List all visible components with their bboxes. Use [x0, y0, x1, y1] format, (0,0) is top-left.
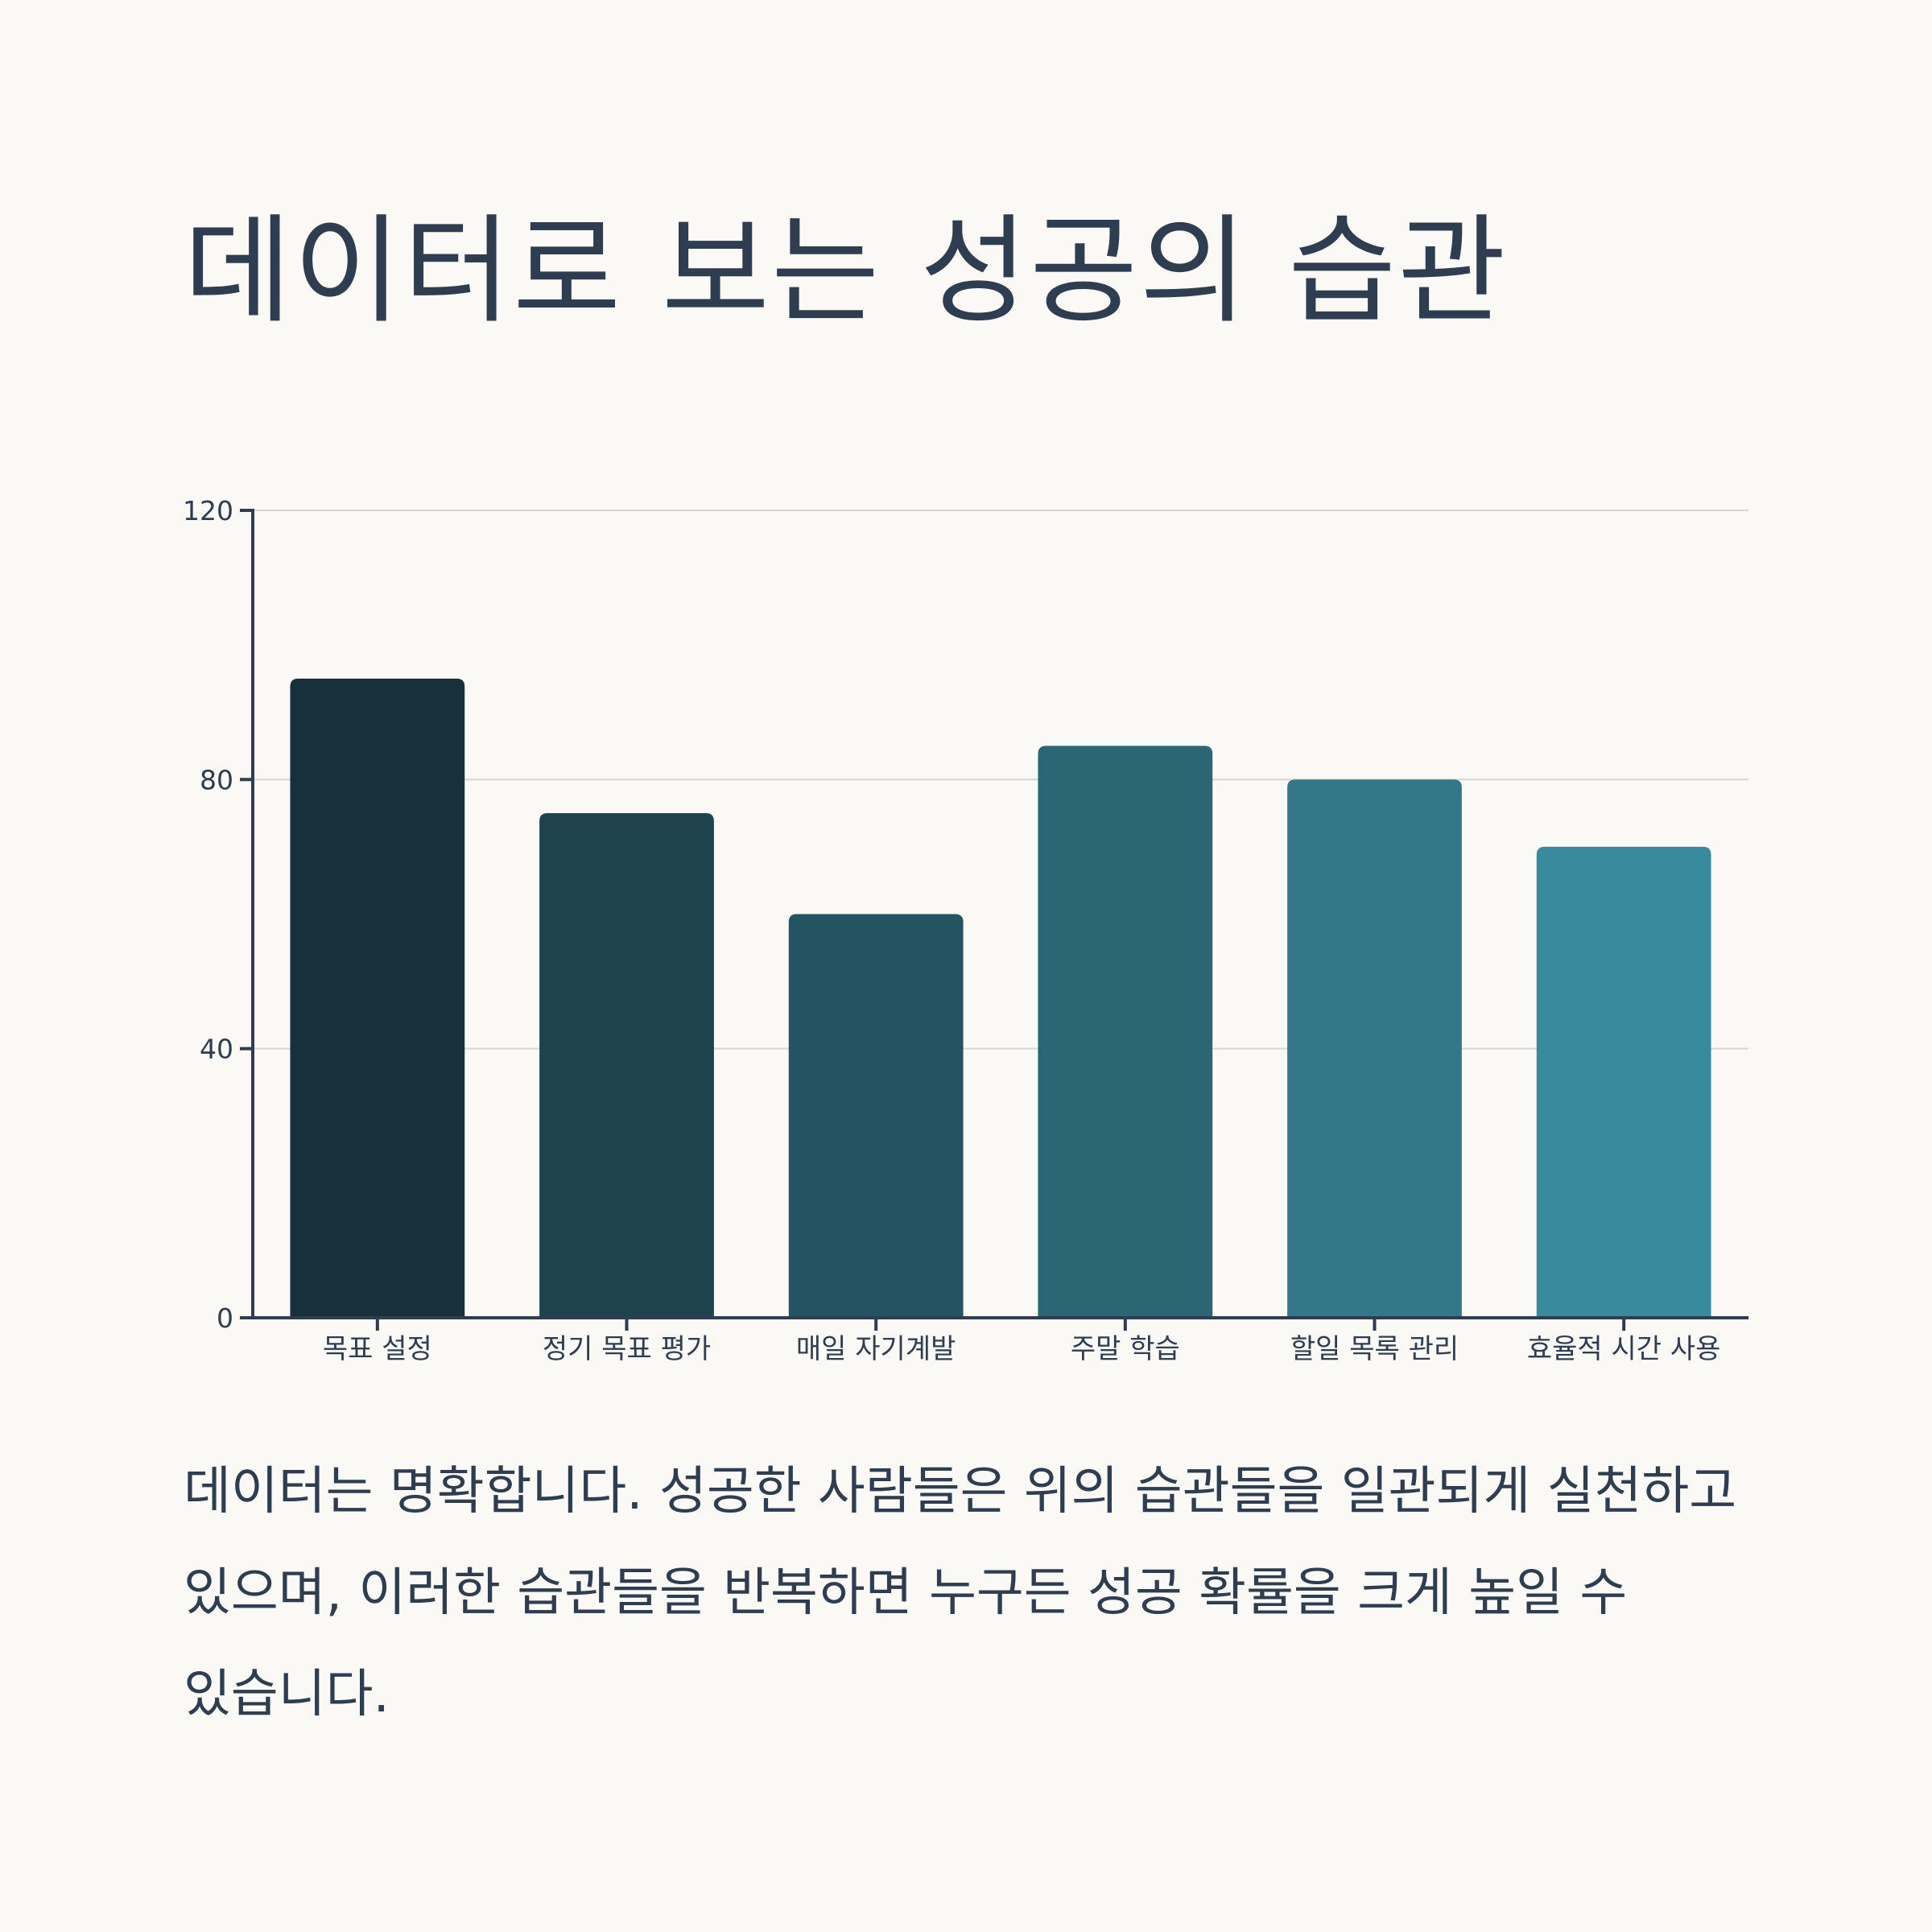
page-title: 데이터로 보는 성공의 습관 — [184, 203, 1508, 340]
bar-2 — [788, 914, 964, 1318]
bar-5 — [1536, 846, 1711, 1318]
y-tick-label-2: 80 — [200, 764, 233, 795]
y-tick-label-3: 120 — [183, 495, 233, 526]
x-tick-label-2: 매일 자기계발 — [796, 1333, 956, 1365]
bar-1 — [539, 813, 714, 1318]
x-tick-label-1: 정기 목표 평가 — [543, 1333, 711, 1365]
x-tick-label-5: 효율적 시간 사용 — [1527, 1333, 1721, 1365]
bar-0 — [290, 678, 465, 1318]
bar-3 — [1038, 745, 1213, 1318]
y-tick-label-1: 40 — [200, 1034, 233, 1065]
bar-4 — [1287, 779, 1462, 1318]
x-tick-label-0: 목표 설정 — [323, 1333, 432, 1365]
y-tick-label-0: 0 — [217, 1302, 233, 1334]
x-tick-label-4: 할일 목록 관리 — [1290, 1333, 1459, 1365]
x-tick-label-3: 주말 학습 — [1071, 1333, 1180, 1365]
summary-text: 데이터는 명확합니다. 성공한 사람들은 위의 습관들을 일관되게 실천하고 있… — [184, 1462, 1737, 1724]
